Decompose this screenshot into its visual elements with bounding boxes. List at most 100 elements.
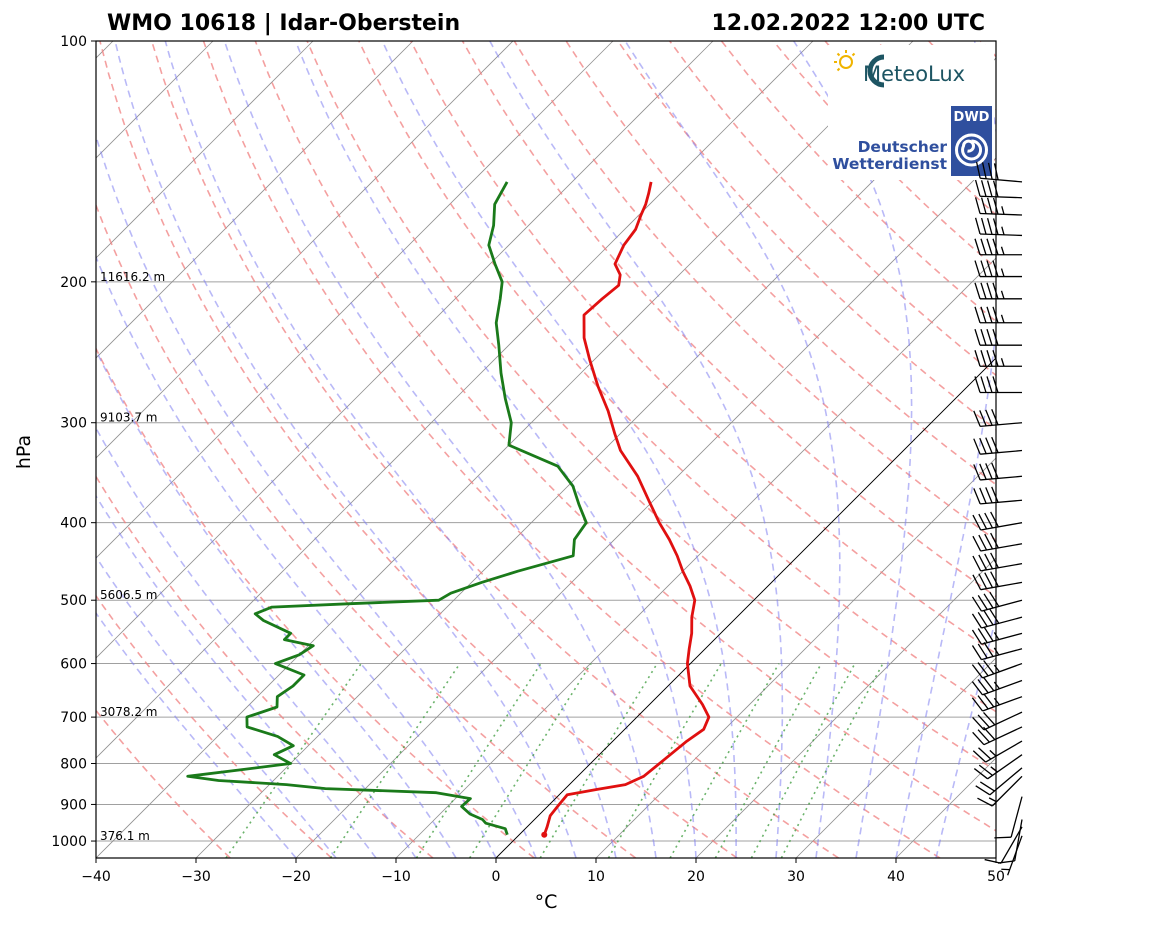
moist-adiabats (96, 41, 996, 858)
dry-adiabat-line (358, 41, 996, 713)
height-label: 9103.7 m (100, 411, 158, 425)
moist-adiabat-line (96, 494, 377, 858)
wind-barb-half-flag (1000, 246, 1005, 255)
sounding-profiles (186, 181, 711, 838)
wind-barb (971, 608, 1023, 629)
wind-barb-flag (971, 681, 984, 696)
wind-barb-flag (974, 217, 981, 235)
wind-barb-flag (973, 438, 981, 455)
wind-barb (974, 282, 1022, 300)
wind-barb-flag (974, 282, 981, 299)
wind-barb-flag (992, 282, 999, 299)
y-tick-label: 500 (60, 593, 87, 609)
wind-barb (972, 740, 1023, 763)
wind-barb-flag (978, 554, 988, 571)
isotherm-line (96, 41, 914, 858)
wind-barb (971, 642, 1023, 661)
wind-barb-flag (981, 162, 987, 179)
wind-barb (974, 217, 1023, 237)
wind-barb-flag (974, 328, 981, 346)
mixing-ratio-line (750, 663, 856, 858)
wind-barb-flag (990, 571, 999, 587)
wind-barb-flag (980, 306, 987, 323)
wind-barb-flag (992, 180, 999, 198)
dwd-badge-text: DWD (954, 110, 990, 125)
height-labels: 11616.2 m 9103.7 m 5606.5 m 3078.2 m 376.1 m (100, 270, 165, 843)
wind-barb-flag (993, 163, 999, 180)
wind-barb (974, 328, 1022, 346)
wind-barb-shaft (1007, 835, 1023, 876)
wind-barb (972, 571, 1023, 591)
wind-barb (974, 306, 1022, 324)
wind-barb-flag (987, 162, 993, 180)
wind-barb-flag (978, 573, 988, 589)
wind-barbs (971, 161, 1023, 876)
wind-barb-flag (980, 180, 987, 197)
mixing-ratio-line (469, 663, 592, 858)
dwd-text-line2: Wetterdienst (832, 155, 947, 173)
wind-barb-flag (971, 664, 984, 679)
dewpoint-profile (186, 181, 588, 836)
isotherm-line (96, 41, 414, 359)
wind-barb-flag (986, 197, 993, 215)
wind-barb-half-flag (989, 749, 997, 757)
x-tick-label: 50 (987, 869, 1005, 885)
height-label: 3078.2 m (100, 705, 158, 719)
wind-barb-flag (974, 260, 981, 277)
wind-barb-flag (983, 626, 994, 642)
wind-barb-shaft (980, 195, 1023, 199)
wind-barb (973, 462, 1023, 481)
wind-barb (974, 260, 1022, 278)
x-tick-label: −40 (81, 869, 111, 885)
wind-barb-flag (973, 488, 981, 505)
isotherm-line (995, 857, 996, 858)
wind-barb-shaft (981, 599, 1023, 612)
wind-barb-flag (974, 197, 981, 214)
mixing-ratio-line (539, 663, 658, 858)
wind-barb-flag (977, 797, 993, 807)
isotherm-line (96, 41, 314, 259)
wind-barb-flag (978, 534, 988, 551)
dry-adiabats (96, 41, 1160, 858)
surface-temperature-marker (541, 831, 548, 838)
axes: −40 −30 −20 −10 0 10 20 30 40 50 100 200 300 400 500 60… (51, 34, 1005, 885)
x-axis-label: °C (535, 891, 558, 913)
y-tick-label: 300 (60, 416, 87, 432)
wind-barb-flag (979, 463, 987, 480)
wind-barb-flag (991, 462, 999, 479)
wind-barb-half-flag (1000, 314, 1005, 323)
moist-adiabat-line (96, 426, 417, 858)
meteolux-logo: MeteoLux (834, 50, 965, 88)
wind-barb-flag (980, 328, 987, 346)
wind-barb-flag (972, 555, 982, 572)
wind-barb-flag (972, 750, 987, 763)
wind-barb (974, 197, 1023, 216)
wind-barb (971, 677, 1023, 696)
y-tick-label: 600 (60, 657, 87, 673)
wind-barb-flag (979, 437, 987, 454)
wind-barb-flag (989, 608, 1000, 624)
isotherm-line (96, 41, 714, 659)
y-axis-label: hPa (13, 435, 35, 469)
dry-adiabat-line (1032, 41, 1160, 858)
wind-barb-half-flag (993, 664, 1000, 673)
wind-barb (974, 376, 1022, 394)
meteolux-label: MeteoLux (863, 62, 965, 86)
moist-adiabat-line (96, 611, 297, 858)
wind-barb (994, 796, 1023, 839)
moist-adiabat-line (223, 41, 657, 858)
wind-barb-flag (991, 409, 999, 426)
wind-barb-shaft (981, 648, 1023, 661)
wind-barb-flag (986, 350, 993, 367)
isotherm-line (96, 41, 614, 559)
wind-barb-flag (977, 595, 988, 610)
wind-barb-flag (983, 711, 996, 726)
wind-barb-half-flag (993, 632, 1000, 640)
x-tick-label: 0 (492, 869, 501, 885)
dry-adiabat-line (202, 41, 941, 858)
wind-barb-flag (986, 306, 993, 323)
x-tick-label: −30 (181, 869, 211, 885)
wind-barb (973, 486, 1023, 505)
wind-barb-flag (985, 463, 993, 480)
